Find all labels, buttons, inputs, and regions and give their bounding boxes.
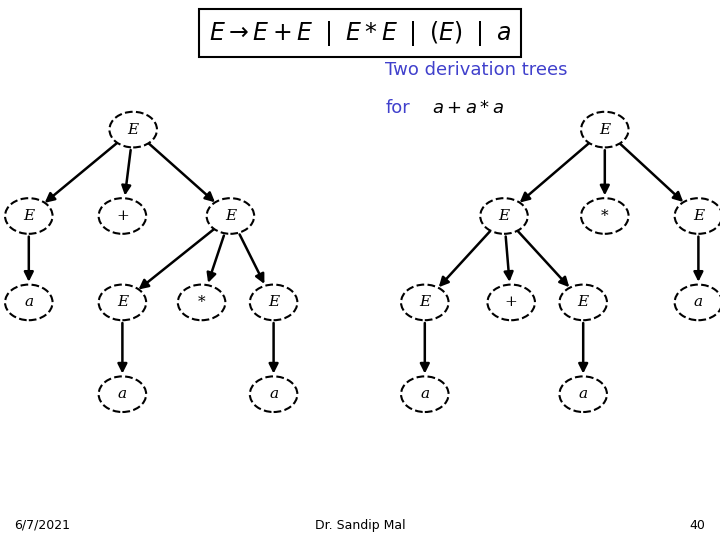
Circle shape	[99, 376, 146, 412]
Text: E: E	[23, 209, 35, 223]
Text: E: E	[577, 295, 589, 309]
Text: E: E	[225, 209, 236, 223]
Circle shape	[109, 112, 157, 147]
Text: E: E	[693, 209, 704, 223]
Text: 6/7/2021: 6/7/2021	[14, 519, 71, 532]
Text: for: for	[385, 99, 410, 117]
Text: E: E	[268, 295, 279, 309]
Circle shape	[99, 198, 146, 234]
Circle shape	[675, 198, 720, 234]
Text: *: *	[601, 209, 608, 223]
Text: a: a	[694, 295, 703, 309]
Circle shape	[99, 285, 146, 320]
Text: $a+a*a$: $a+a*a$	[432, 99, 504, 117]
Circle shape	[401, 376, 449, 412]
Text: E: E	[117, 295, 128, 309]
Circle shape	[207, 198, 254, 234]
Text: a: a	[420, 387, 429, 401]
Text: Two derivation trees: Two derivation trees	[385, 61, 567, 79]
Text: +: +	[116, 209, 129, 223]
Circle shape	[480, 198, 528, 234]
Text: E: E	[599, 123, 611, 137]
Text: a: a	[269, 387, 278, 401]
Circle shape	[581, 112, 629, 147]
Circle shape	[250, 285, 297, 320]
Text: a: a	[118, 387, 127, 401]
Text: 40: 40	[690, 519, 706, 532]
Text: $E \rightarrow E+E \;\;|\;\; E*E \;\;|\;\; (E) \;\;|\;\; a$: $E \rightarrow E+E \;\;|\;\; E*E \;\;|\;…	[209, 19, 511, 48]
Circle shape	[559, 376, 607, 412]
Circle shape	[581, 198, 629, 234]
Circle shape	[5, 198, 53, 234]
Circle shape	[178, 285, 225, 320]
Text: a: a	[579, 387, 588, 401]
Circle shape	[559, 285, 607, 320]
Text: *: *	[198, 295, 205, 309]
Circle shape	[401, 285, 449, 320]
Text: a: a	[24, 295, 33, 309]
Text: E: E	[498, 209, 510, 223]
Text: Dr. Sandip Mal: Dr. Sandip Mal	[315, 519, 405, 532]
Text: E: E	[419, 295, 431, 309]
Circle shape	[487, 285, 535, 320]
Text: E: E	[127, 123, 139, 137]
Circle shape	[675, 285, 720, 320]
Text: +: +	[505, 295, 518, 309]
Circle shape	[5, 285, 53, 320]
Circle shape	[250, 376, 297, 412]
